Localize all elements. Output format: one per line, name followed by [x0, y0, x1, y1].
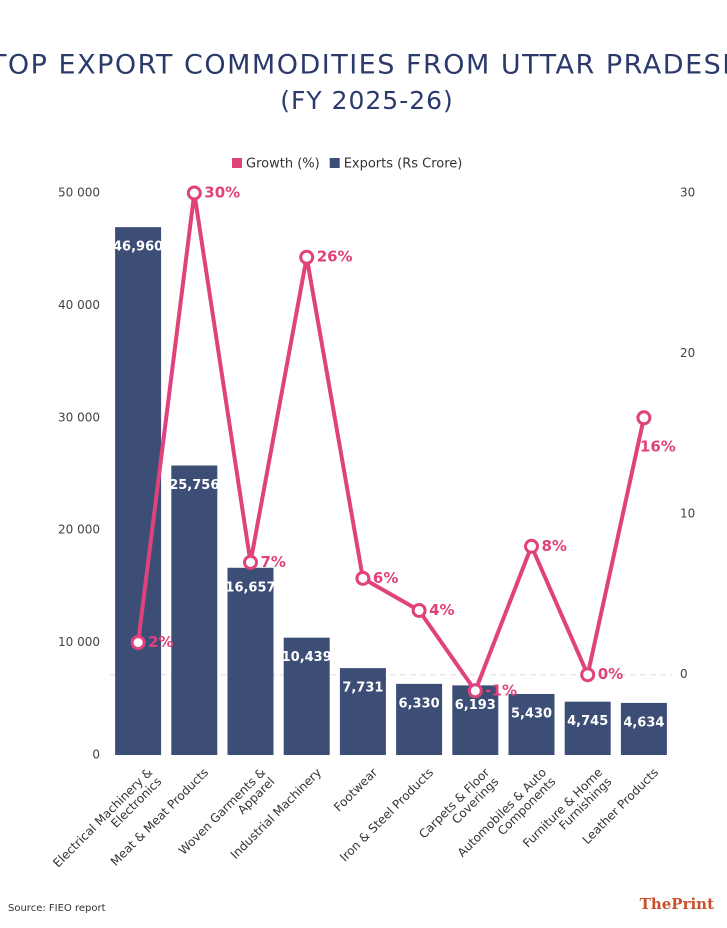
y-tick-label: 50 000: [58, 186, 100, 200]
legend-label: Growth (%): [246, 157, 320, 172]
line-point: [580, 667, 596, 683]
bar-label: 6,193: [455, 698, 496, 713]
bar-label: 4,634: [623, 715, 664, 730]
bar: [227, 567, 274, 755]
line-label: 7%: [261, 553, 286, 571]
bar-label: 6,330: [399, 696, 440, 711]
line-point: [186, 185, 202, 201]
line-point: [299, 249, 315, 265]
line-label: -1%: [485, 681, 517, 699]
legend-swatch: [232, 158, 242, 168]
source: Source: FIEO report: [8, 903, 106, 914]
line-label: 6%: [373, 569, 398, 587]
bar: [171, 465, 218, 755]
logo: ThePrint: [640, 895, 714, 913]
bar: [339, 668, 386, 755]
line-point: [355, 570, 371, 586]
line-label: 8%: [542, 537, 567, 555]
bar-label: 10,439: [282, 650, 332, 665]
bar: [564, 701, 611, 755]
chart-title: TOP EXPORT COMMODITIES FROM UTTAR PRADES…: [0, 50, 727, 81]
y-tick-label: 40 000: [58, 298, 100, 312]
line-point: [243, 554, 258, 570]
legend-label: Exports (Rs Crore): [344, 157, 463, 172]
line-label: 30%: [204, 184, 240, 202]
line-label: 0%: [598, 665, 623, 683]
line-label: 4%: [429, 601, 454, 619]
y2-tick-label: 30: [680, 186, 695, 200]
bar: [396, 683, 443, 755]
line-point: [636, 410, 652, 426]
bar-label: 16,657: [225, 580, 275, 595]
line-point: [467, 683, 483, 699]
bar-label: 4,745: [567, 714, 608, 729]
line-point: [130, 635, 146, 651]
y-tick-label: 0: [92, 748, 100, 762]
y2-tick-label: 0: [680, 667, 688, 681]
bar-label: 7,731: [342, 681, 383, 696]
y2-tick-label: 20: [680, 346, 695, 360]
y2-tick-label: 10: [680, 507, 695, 521]
y-tick-label: 20 000: [58, 523, 100, 537]
bar: [283, 637, 330, 755]
legend-swatch: [329, 158, 340, 168]
bar-label: 5,430: [511, 706, 552, 721]
line-point: [524, 538, 539, 554]
line-label: 16%: [640, 437, 676, 455]
line-label: 26%: [317, 248, 353, 266]
bar: [620, 702, 667, 755]
chart-subtitle: (FY 2025-26): [280, 86, 454, 115]
bar-label: 46,960: [113, 240, 163, 255]
line-point: [411, 602, 427, 618]
y-tick-label: 30 000: [58, 410, 100, 424]
line-label: 2%: [148, 633, 173, 651]
y-tick-label: 10 000: [58, 635, 100, 649]
bar-label: 25,756: [169, 478, 219, 493]
bar: [115, 227, 162, 755]
line: [136, 191, 646, 693]
bar: [508, 693, 555, 755]
